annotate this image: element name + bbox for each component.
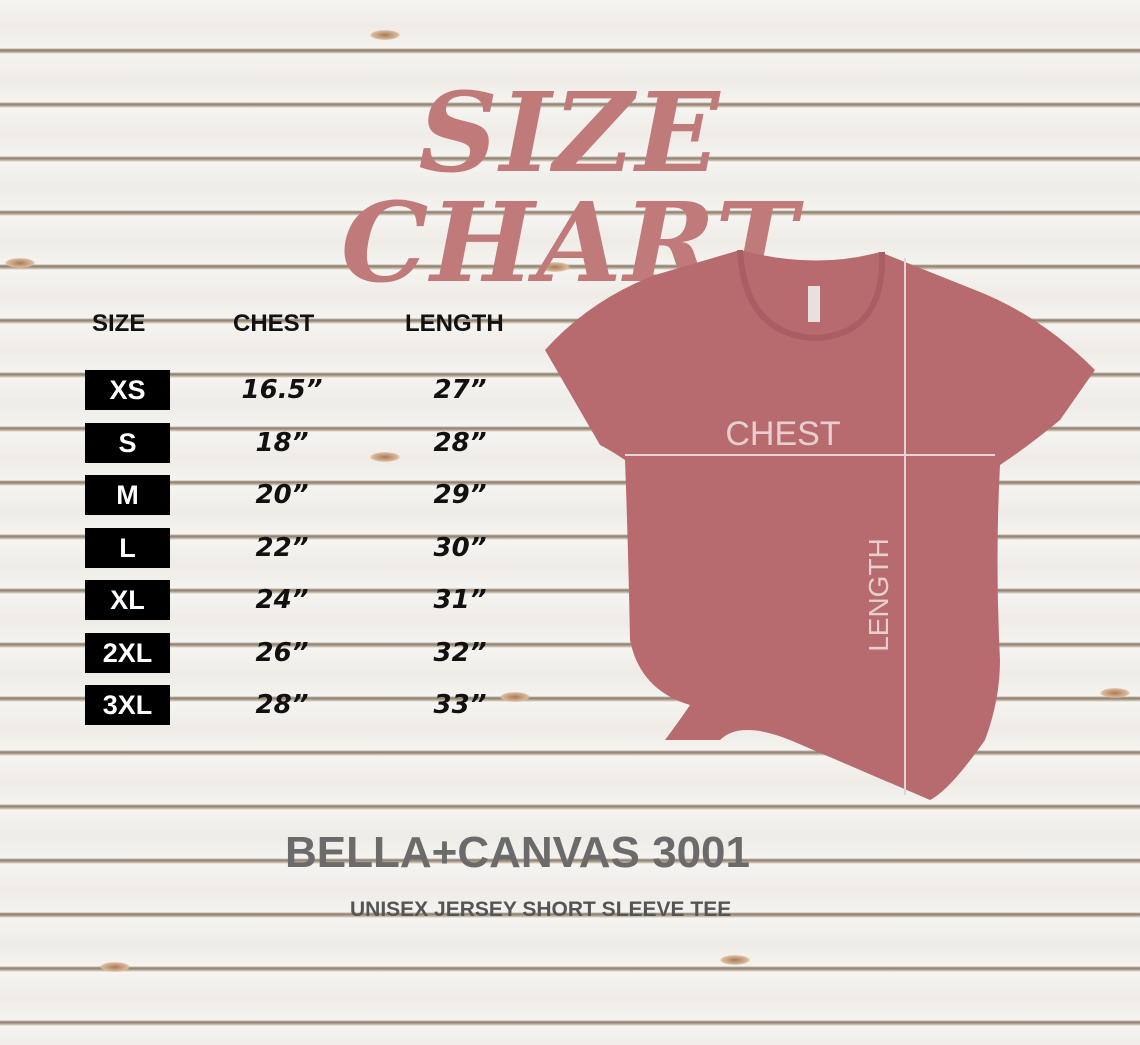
chest-cell: 22”: [255, 532, 309, 563]
length-cell: 28”: [433, 427, 487, 458]
chest-cell: 26”: [255, 637, 309, 668]
chest-cell: 28”: [255, 690, 309, 720]
table-row: XL 24” 31”: [0, 580, 560, 620]
wood-knot: [5, 258, 35, 268]
table-row: S 18” 28”: [0, 422, 560, 463]
table-row: 3XL 28” 33”: [0, 685, 560, 725]
header-length: LENGTH: [405, 310, 504, 337]
size-cell: 2XL: [85, 632, 170, 673]
table-row: L 22” 30”: [0, 527, 560, 568]
table-row: 2XL 26” 32”: [0, 632, 560, 673]
chest-cell: 18”: [255, 427, 309, 458]
size-cell: M: [85, 475, 170, 515]
tshirt-collar: [737, 249, 886, 342]
length-cell: 33”: [433, 690, 487, 720]
table-row: M 20” 29”: [0, 475, 560, 515]
wood-knot: [720, 955, 750, 965]
size-cell: S: [85, 422, 170, 463]
header-size: SIZE: [92, 310, 146, 337]
chest-cell: 24”: [255, 585, 309, 615]
wood-knot: [100, 962, 130, 972]
tshirt-tag: [808, 286, 820, 322]
length-cell: 32”: [433, 637, 487, 668]
brand-subtitle: UNISEX JERSEY SHORT SLEEVE TEE: [350, 898, 732, 921]
size-cell: L: [85, 527, 170, 568]
brand-name: BELLA+CANVAS 3001: [285, 828, 750, 877]
length-cell: 31”: [433, 585, 487, 615]
length-cell: 29”: [433, 480, 487, 510]
chest-cell: 16.5”: [241, 375, 323, 405]
wood-knot: [370, 452, 400, 462]
size-cell: XS: [85, 370, 170, 410]
chest-cell: 20”: [255, 480, 309, 510]
tshirt-body: [545, 250, 1095, 800]
size-cell: 3XL: [85, 685, 170, 725]
length-label: LENGTH: [863, 538, 894, 652]
length-cell: 27”: [433, 375, 487, 405]
wood-knot: [1100, 688, 1130, 698]
wood-knot: [540, 262, 570, 272]
wood-knot: [500, 692, 530, 702]
table-row: XS 16.5” 27”: [0, 370, 560, 410]
size-cell: XL: [85, 580, 170, 620]
chest-label: CHEST: [725, 415, 840, 453]
wood-knot: [370, 30, 400, 40]
length-cell: 30”: [433, 532, 487, 563]
header-chest: CHEST: [233, 310, 315, 337]
